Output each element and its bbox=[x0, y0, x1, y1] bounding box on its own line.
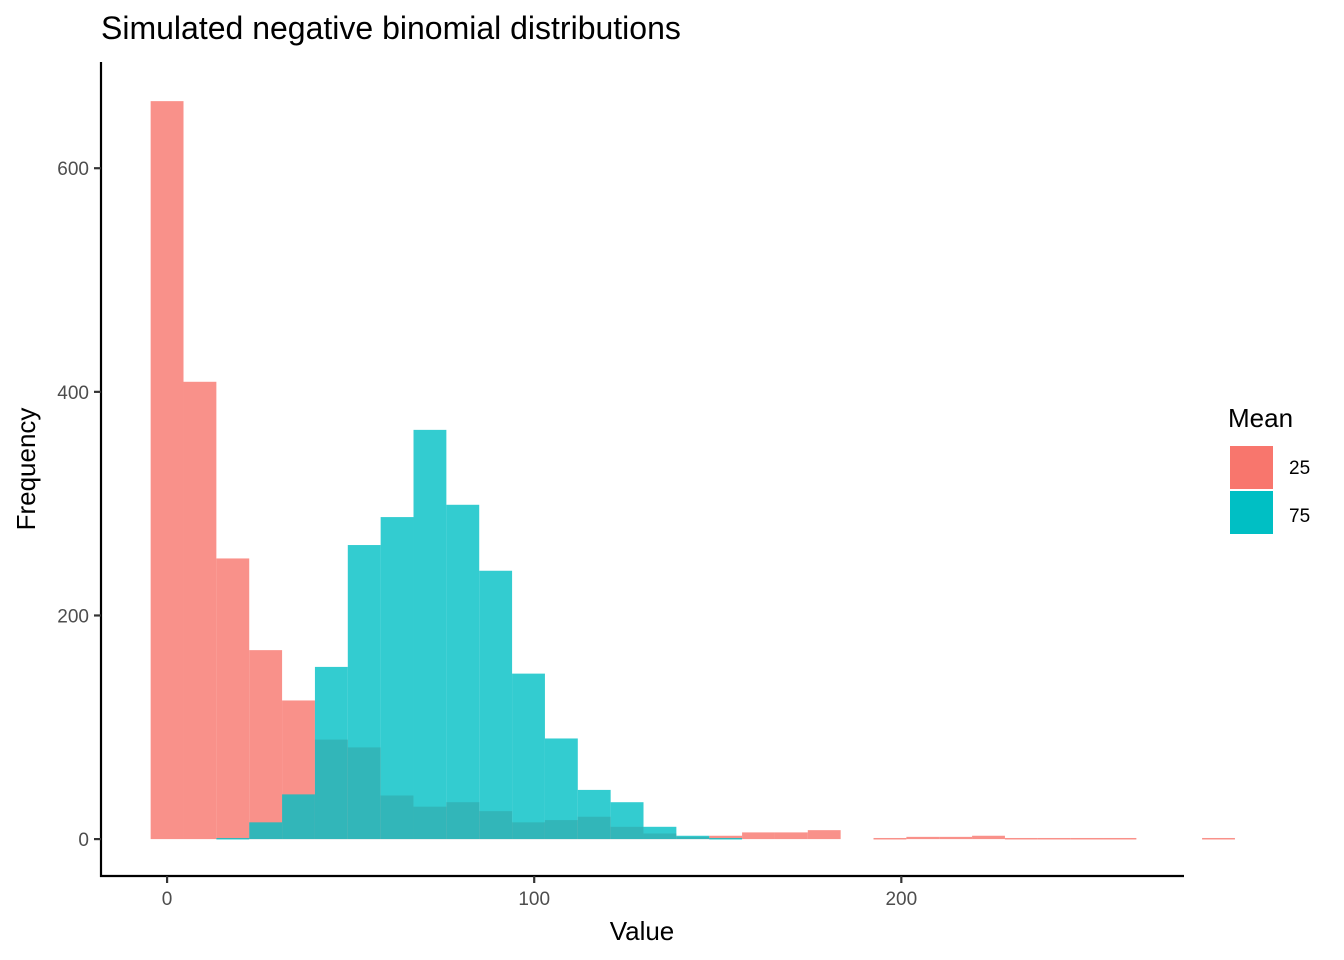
series-75-bars bbox=[216, 429, 743, 840]
bar-mean-25-bin-2 bbox=[216, 558, 250, 840]
legend-swatch-25 bbox=[1230, 446, 1273, 489]
bar-mean-75-bin-8 bbox=[413, 429, 447, 840]
y-tick-label: 400 bbox=[57, 383, 89, 404]
bar-mean-75-bin-16 bbox=[676, 835, 710, 840]
bar-mean-25-bin-3 bbox=[249, 650, 283, 840]
bar-mean-75-bin-10 bbox=[479, 570, 513, 840]
bar-mean-25-bin-25 bbox=[972, 835, 1005, 840]
bar-mean-25-bin-29 bbox=[1103, 837, 1137, 840]
bar-mean-25-bin-28 bbox=[1070, 837, 1104, 840]
x-tick-label: 100 bbox=[518, 889, 550, 910]
x-tick-label: 0 bbox=[162, 889, 173, 910]
bar-mean-25-bin-32 bbox=[1202, 837, 1235, 840]
x-axis-title: Value bbox=[610, 916, 675, 946]
bar-mean-25-bin-24 bbox=[939, 836, 973, 840]
bar-mean-75-bin-15 bbox=[643, 826, 677, 840]
y-tick-label: 600 bbox=[57, 159, 89, 180]
y-axis-ticks: 0 200 400 600 bbox=[57, 159, 101, 851]
y-axis-title: Frequency bbox=[11, 408, 41, 531]
bar-mean-75-bin-5 bbox=[314, 666, 348, 840]
x-axis-ticks: 0 100 200 bbox=[162, 876, 917, 910]
bar-mean-75-bin-6 bbox=[347, 545, 381, 840]
bar-mean-25-bin-26 bbox=[1004, 837, 1038, 840]
bar-mean-75-bin-11 bbox=[512, 673, 545, 840]
series-25-bars bbox=[150, 101, 1235, 840]
legend-label-75: 75 bbox=[1289, 506, 1310, 527]
x-tick-label: 200 bbox=[885, 889, 917, 910]
chart-title: Simulated negative binomial distribution… bbox=[101, 10, 681, 46]
legend-label-25: 25 bbox=[1289, 458, 1310, 479]
bar-mean-25-bin-18 bbox=[742, 832, 775, 840]
bar-mean-25-bin-23 bbox=[906, 836, 940, 840]
bar-mean-75-bin-3 bbox=[249, 822, 283, 840]
legend-swatch-75 bbox=[1230, 491, 1273, 534]
bar-mean-25-bin-27 bbox=[1037, 837, 1071, 840]
bar-mean-25-bin-17 bbox=[709, 835, 743, 840]
bar-mean-25-bin-0 bbox=[150, 101, 184, 840]
bar-mean-25-bin-22 bbox=[873, 837, 907, 840]
bar-mean-75-bin-13 bbox=[577, 789, 611, 840]
legend-title: Mean bbox=[1228, 403, 1293, 433]
bar-mean-75-bin-2 bbox=[216, 837, 250, 840]
legend: Mean 25 75 bbox=[1228, 403, 1310, 534]
bar-mean-75-bin-14 bbox=[610, 802, 644, 840]
bar-mean-75-bin-9 bbox=[446, 504, 480, 840]
bar-mean-75-bin-4 bbox=[282, 794, 315, 840]
bar-mean-25-bin-19 bbox=[774, 832, 808, 840]
bar-mean-25-bin-1 bbox=[183, 381, 217, 840]
bar-mean-75-bin-17 bbox=[709, 837, 743, 840]
y-tick-label: 200 bbox=[57, 606, 89, 627]
bar-mean-25-bin-20 bbox=[807, 830, 841, 840]
bar-mean-75-bin-7 bbox=[380, 517, 414, 840]
bar-mean-75-bin-12 bbox=[544, 738, 578, 840]
y-tick-label: 0 bbox=[78, 830, 89, 851]
